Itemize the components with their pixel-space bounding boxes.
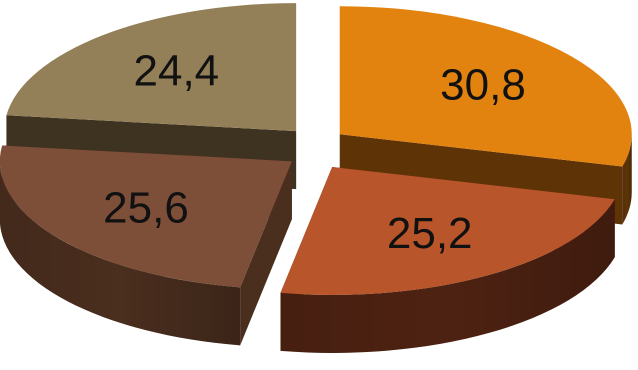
slice-3-label: 25,6 — [103, 183, 189, 232]
slice-labels: 30,8 25,2 25,6 24,4 — [103, 47, 526, 258]
slice-3-rim-shade — [0, 164, 241, 346]
slice-4-label: 24,4 — [134, 47, 220, 96]
slice-1-top — [339, 6, 632, 167]
slice-3-top — [0, 145, 292, 288]
slice-1-rim-shade — [622, 134, 632, 225]
slice-4-top — [6, 3, 297, 132]
slice-2-top — [280, 166, 615, 295]
slice-1-label: 30,8 — [440, 61, 526, 110]
slice-tops — [0, 3, 632, 295]
slice-2-label: 25,2 — [387, 209, 473, 258]
slice-2-rim-shade — [280, 199, 615, 353]
